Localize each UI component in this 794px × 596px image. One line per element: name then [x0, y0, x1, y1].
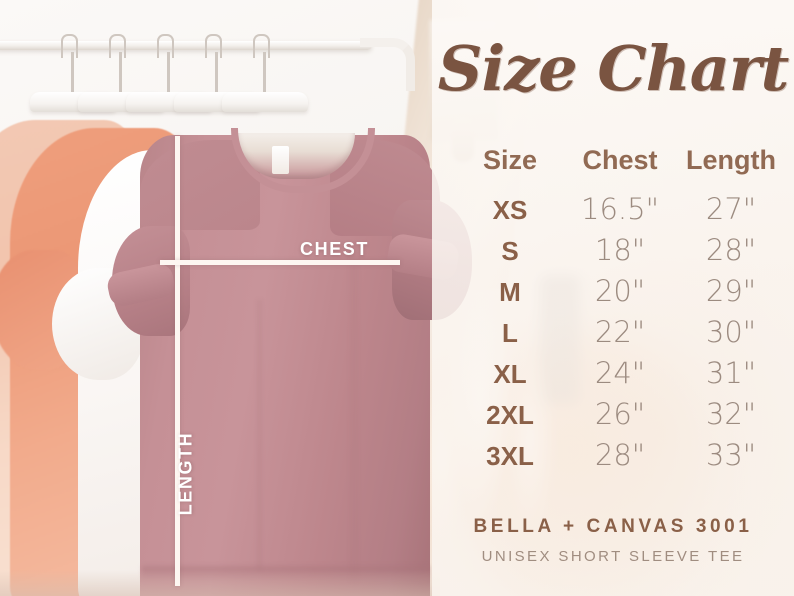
table-body: XS 16.5" 27" S 18" 28" M 20" 29" L 22" — [456, 192, 786, 479]
cell-chest: 16.5" — [581, 192, 659, 226]
size-chart-panel: Size Chart Size Chest Length XS 16.5" 27… — [432, 0, 794, 596]
cell-length: 32" — [705, 397, 757, 431]
cell-size: M — [499, 277, 521, 307]
chest-guide-line — [160, 260, 400, 265]
table-row: S 18" 28" — [456, 233, 786, 274]
cell-size: L — [502, 318, 518, 348]
chest-label: CHEST — [300, 239, 370, 259]
clothing-rail — [0, 41, 372, 50]
size-table: Size Chest Length XS 16.5" 27" S 18" 28"… — [456, 145, 786, 479]
hanger-hook-icon — [109, 34, 126, 58]
cell-chest: 28" — [594, 438, 646, 472]
table-row: XL 24" 31" — [456, 356, 786, 397]
table-row: XS 16.5" 27" — [456, 192, 786, 233]
cell-size: XS — [492, 195, 528, 225]
length-label: LENGTH — [175, 431, 196, 516]
table-row: 2XL 26" 32" — [456, 397, 786, 438]
hanger-bar — [222, 92, 308, 112]
table-row: M 20" 29" — [456, 274, 786, 315]
hanger-hook-icon — [157, 34, 174, 58]
hanger-stem — [215, 52, 218, 96]
cell-length: 29" — [705, 274, 757, 308]
cell-chest: 18" — [594, 233, 646, 267]
hanger-hook-icon — [253, 34, 270, 58]
hanger-stem — [167, 52, 170, 96]
hanger-stem — [119, 52, 122, 96]
column-header-size: Size — [482, 145, 538, 175]
column-header-chest: Chest — [582, 145, 658, 175]
hanger-hook-icon — [205, 34, 222, 58]
featured-tee-tag — [272, 146, 289, 174]
featured-tee-fold — [352, 260, 356, 580]
cell-chest: 20" — [594, 274, 646, 308]
cell-size: 2XL — [486, 400, 534, 430]
cell-length: 30" — [705, 315, 757, 349]
cell-length: 33" — [705, 438, 757, 472]
cell-length: 31" — [705, 356, 757, 390]
cell-size: XL — [493, 359, 527, 389]
page-title: Size Chart — [437, 32, 789, 105]
hanger-stem — [263, 52, 266, 96]
cell-chest: 22" — [594, 315, 646, 349]
table-row: 3XL 28" 33" — [456, 438, 786, 479]
cell-size: S — [501, 236, 519, 266]
floor-shadow — [0, 570, 440, 596]
cell-length: 28" — [705, 233, 757, 267]
hanger-hook-icon — [61, 34, 78, 58]
cell-size: 3XL — [486, 441, 534, 471]
cell-chest: 24" — [594, 356, 646, 390]
table-row: L 22" 30" — [456, 315, 786, 356]
brand-name: BELLA + CANVAS 3001 — [473, 516, 753, 537]
cell-length: 27" — [705, 192, 757, 226]
column-header-length: Length — [686, 145, 776, 175]
product-description: UNISEX SHORT SLEEVE TEE — [481, 548, 745, 565]
cell-chest: 26" — [594, 397, 646, 431]
hanger-stem — [71, 52, 74, 96]
length-guide-line — [175, 136, 180, 586]
table-header-row: Size Chest Length — [456, 145, 786, 192]
featured-tee-fold — [258, 300, 261, 570]
clothing-rail-bend — [360, 38, 415, 91]
